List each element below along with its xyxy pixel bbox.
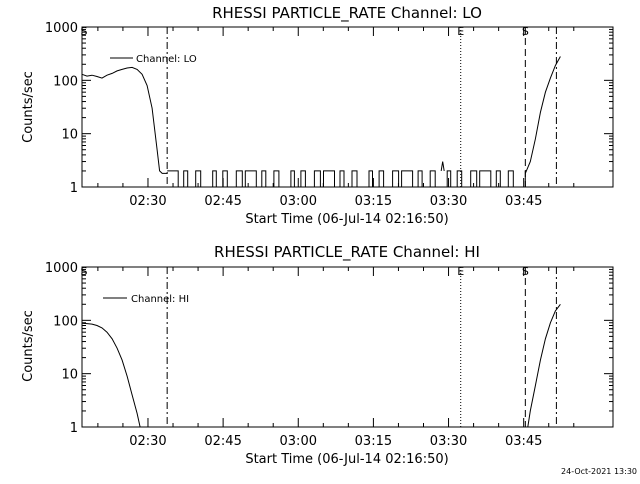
x-axis-label: Start Time (06-Jul-14 02:16:50) — [245, 452, 448, 467]
chart-title: RHESSI PARTICLE_RATE Channel: HI — [214, 243, 480, 262]
x-tick-label: 02:45 — [204, 194, 241, 209]
y-tick-label: 1 — [70, 181, 78, 196]
y-tick-label: 1000 — [45, 261, 78, 276]
x-tick-label: 03:30 — [430, 194, 467, 209]
event-marker-label: S — [522, 25, 529, 38]
series-line — [81, 66, 168, 174]
y-tick-label: 10 — [61, 368, 78, 383]
event-marker-label: S — [522, 265, 529, 278]
x-axis-label: Start Time (06-Jul-14 02:16:50) — [245, 212, 448, 227]
plot-frame — [81, 266, 614, 428]
y-axis-label: Counts/sec — [21, 71, 36, 143]
series-line — [524, 56, 561, 174]
legend-label: Channel: LO — [136, 54, 197, 65]
series-line — [527, 303, 561, 428]
y-tick-label: 1 — [70, 421, 78, 436]
series-line — [81, 322, 141, 428]
event-marker-label: E — [457, 25, 464, 38]
y-tick-label: 10 — [61, 128, 78, 143]
event-marker-label: S — [81, 25, 88, 38]
x-tick-label: 03:00 — [280, 194, 317, 209]
x-tick-label: 03:45 — [505, 434, 542, 449]
event-marker-label: S — [81, 265, 88, 278]
noise-band-line — [167, 170, 526, 188]
y-tick-label: 100 — [53, 74, 78, 89]
x-tick-label: 02:45 — [204, 434, 241, 449]
y-tick-label: 100 — [53, 314, 78, 329]
x-tick-label: 03:15 — [355, 194, 392, 209]
event-marker-label: E — [457, 265, 464, 278]
y-tick-label: 1000 — [45, 21, 78, 36]
legend-label: Channel: HI — [131, 294, 189, 305]
x-tick-label: 02:30 — [129, 434, 166, 449]
x-tick-label: 03:00 — [280, 434, 317, 449]
noise-spike — [440, 161, 445, 172]
x-tick-label: 02:30 — [129, 194, 166, 209]
x-tick-label: 03:15 — [355, 434, 392, 449]
x-tick-label: 03:45 — [505, 194, 542, 209]
generation-timestamp: 24-Oct-2021 13:30 — [561, 467, 637, 476]
chart-title: RHESSI PARTICLE_RATE Channel: LO — [212, 4, 482, 23]
y-axis-label: Counts/sec — [21, 310, 36, 382]
x-tick-label: 03:30 — [430, 434, 467, 449]
